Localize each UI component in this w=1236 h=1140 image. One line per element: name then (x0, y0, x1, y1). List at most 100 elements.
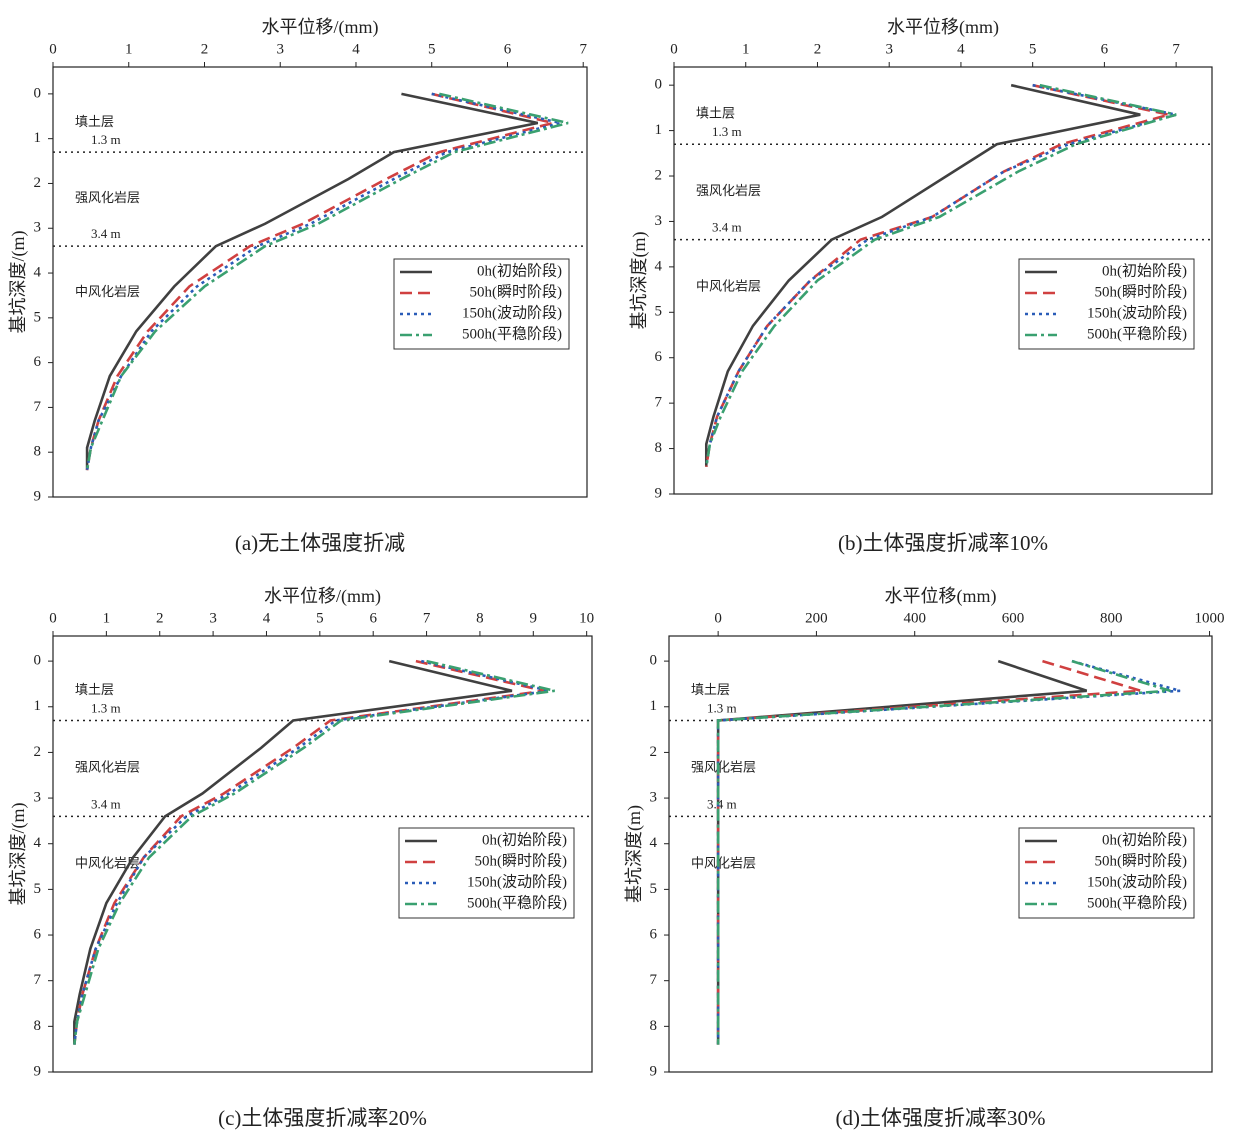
series-line (73, 659, 513, 1045)
y-tick-label: 7 (655, 395, 663, 411)
boundary-label: 3.4 m (712, 220, 742, 235)
legend-label: 0h(初始阶段) (477, 262, 562, 279)
y-tick-label: 2 (655, 167, 663, 183)
legend-label: 500h(平稳阶段) (1087, 325, 1187, 342)
x-tick-label: 6 (504, 41, 512, 57)
boundary-label: 3.4 m (707, 796, 737, 811)
y-tick-label: 7 (34, 399, 42, 415)
y-tick-label: 8 (34, 1018, 42, 1034)
x-tick-label: 6 (369, 610, 377, 626)
layer-label: 强风化岩层 (75, 190, 140, 205)
legend-label: 500h(平稳阶段) (462, 325, 562, 342)
x-tick-label: 0 (670, 41, 678, 57)
boundary-label: 1.3 m (91, 132, 121, 147)
panel: (d)土体强度折减率30%水平位移(mm)基坑深度(m)0 200 400 600 80… (624, 586, 1224, 1130)
layer-label: 强风化岩层 (691, 759, 756, 774)
x-tick-label: 5 (428, 41, 436, 57)
y-tick-label: 3 (34, 220, 42, 236)
legend-label: 500h(平稳阶段) (467, 894, 567, 911)
x-tick-label: 1000 (1195, 610, 1225, 626)
y-tick-label: 0 (34, 653, 42, 669)
plot-frame (673, 66, 1213, 495)
y-tick-label: 7 (34, 972, 42, 988)
series-line (73, 659, 555, 1045)
x-tick-label: 10 (579, 610, 594, 626)
x-axis-title: 水平位移/(mm) (264, 586, 381, 607)
y-tick-label: 0 (655, 77, 663, 93)
y-tick-label: 1 (34, 130, 42, 146)
x-tick-label: 2 (156, 610, 164, 626)
legend-label: 50h(瞬时阶段) (1095, 852, 1188, 869)
legend-label: 500h(平稳阶段) (1087, 894, 1187, 911)
legend-label: 150h(波动阶段) (1087, 304, 1187, 321)
y-tick-label: 6 (34, 354, 42, 370)
x-tick-label: 2 (201, 41, 209, 57)
legend-label: 150h(波动阶段) (1087, 873, 1187, 890)
y-tick-label: 2 (650, 744, 658, 760)
legend-label: 50h(瞬时阶段) (470, 283, 563, 300)
y-tick-label: 9 (655, 485, 663, 501)
y-tick-label: 3 (655, 213, 663, 229)
y-tick-label: 0 (34, 85, 42, 101)
panel: (b)土体强度折减率10% 水平位移(mm) 基坑深度(m) 0 1 2 3 4 5 6 7 0 1 2 3… (629, 17, 1213, 555)
legend-label: 0h(初始阶段) (1102, 831, 1187, 848)
legend-label: 50h(瞬时阶段) (1095, 283, 1188, 300)
y-tick-label: 6 (34, 926, 42, 942)
y-tick-label: 3 (650, 790, 658, 806)
x-tick-label: 3 (885, 41, 893, 57)
x-tick-label: 0 (49, 41, 57, 57)
layer-label: 中风化岩层 (691, 855, 756, 870)
x-tick-label: 8 (476, 610, 484, 626)
x-tick-label: 0 (49, 610, 57, 626)
x-tick-label: 4 (352, 41, 360, 57)
legend-label: 0h(初始阶段) (482, 831, 567, 848)
legend-label: 50h(瞬时阶段) (475, 852, 568, 869)
series-line (85, 92, 554, 471)
series-line (85, 92, 561, 471)
x-tick-label: 0 (714, 610, 722, 626)
y-tick-label: 4 (650, 835, 658, 851)
x-axis-title: 水平位移(mm) (887, 17, 999, 38)
x-tick-label: 6 (1101, 41, 1109, 57)
series-line (716, 659, 1171, 1045)
y-tick-label: 0 (650, 653, 658, 669)
boundary-label: 3.4 m (91, 796, 121, 811)
y-tick-label: 7 (650, 972, 658, 988)
y-tick-label: 4 (34, 264, 42, 280)
caption: (a)无土体强度折减 (235, 531, 405, 555)
layer-label: 强风化岩层 (696, 183, 761, 198)
plot-frame (668, 635, 1213, 1073)
y-tick-label: 1 (34, 698, 42, 714)
y-tick-label: 8 (655, 440, 663, 456)
y-tick-label: 6 (650, 926, 658, 942)
x-tick-label: 200 (805, 610, 828, 626)
x-tick-label: 1 (125, 41, 133, 57)
y-tick-label: 5 (34, 309, 42, 325)
y-axis-title: 基坑深度(m) (629, 232, 650, 330)
y-tick-label: 3 (34, 790, 42, 806)
layer-label: 填土层 (75, 682, 114, 697)
x-tick-label: 7 (423, 610, 431, 626)
x-tick-label: 3 (209, 610, 217, 626)
x-tick-label: 1 (742, 41, 750, 57)
legend-label: 150h(波动阶段) (467, 873, 567, 890)
y-tick-label: 2 (34, 744, 42, 760)
y-tick-label: 5 (650, 881, 658, 897)
series-line (704, 83, 1141, 467)
y-axis-title: 基坑深度/(m) (8, 231, 29, 334)
series-line (85, 92, 539, 471)
x-tick-label: 7 (1172, 41, 1180, 57)
series-line (704, 83, 1177, 467)
x-tick-label: 400 (903, 610, 926, 626)
x-tick-label: 600 (1002, 610, 1025, 626)
y-axis-title: 基坑深度(m) (624, 805, 645, 903)
plot-frame (52, 635, 593, 1073)
layer-label: 中风化岩层 (75, 284, 140, 299)
layer-label: 强风化岩层 (75, 759, 140, 774)
x-axis-title: 水平位移(mm) (885, 586, 997, 607)
x-tick-label: 1 (103, 610, 111, 626)
series-line (73, 659, 550, 1045)
